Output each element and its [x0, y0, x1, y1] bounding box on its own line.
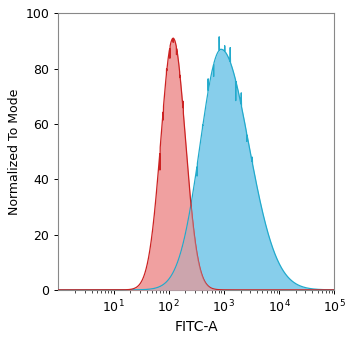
- Y-axis label: Normalized To Mode: Normalized To Mode: [8, 89, 21, 215]
- X-axis label: FITC-A: FITC-A: [175, 320, 218, 334]
